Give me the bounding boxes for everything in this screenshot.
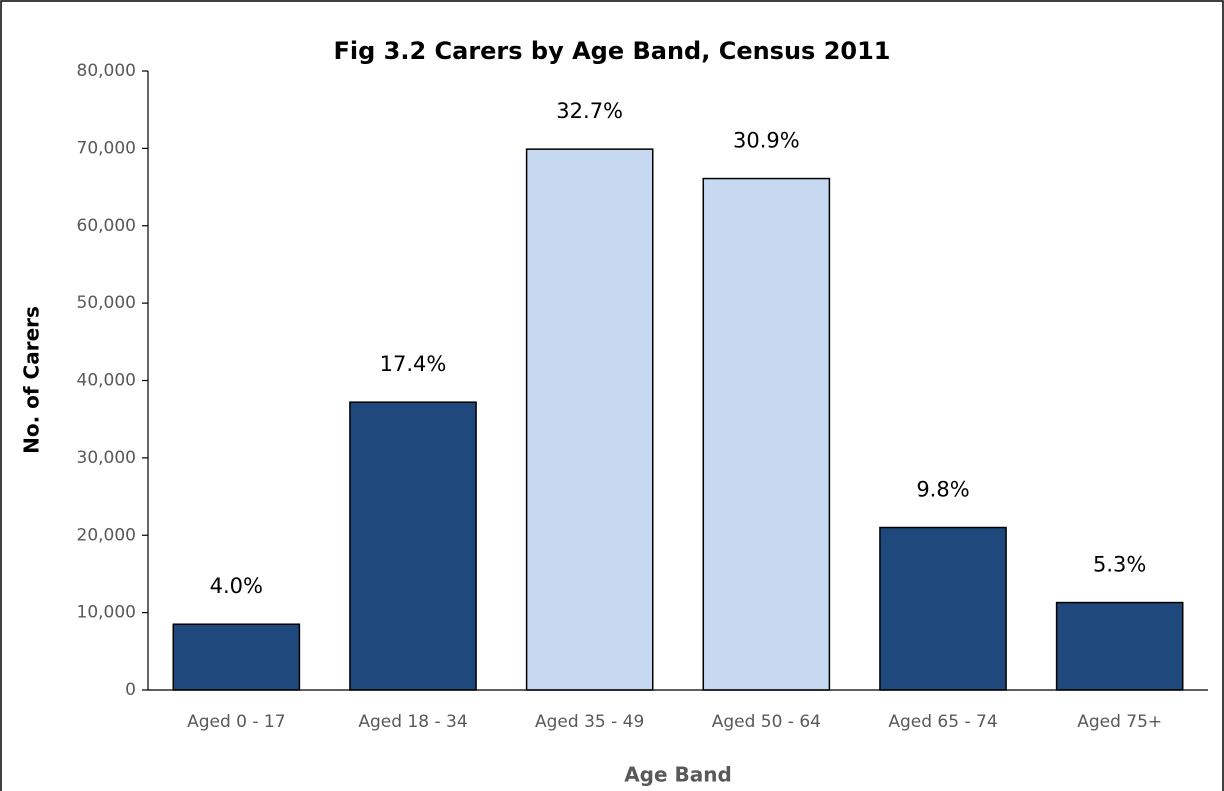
x-tick-label: Aged 18 - 34 xyxy=(358,712,467,732)
data-label: 4.0% xyxy=(210,574,263,598)
data-label: 30.9% xyxy=(733,129,800,153)
x-tick-label: Aged 35 - 49 xyxy=(535,712,644,732)
data-label: 9.8% xyxy=(916,478,969,502)
x-tick-label: Aged 50 - 64 xyxy=(712,712,821,732)
bar xyxy=(879,526,1007,691)
x-tick-label: Aged 0 - 17 xyxy=(187,712,285,732)
data-label: 32.7% xyxy=(556,99,623,123)
data-label: 5.3% xyxy=(1093,553,1146,577)
data-label: 17.4% xyxy=(380,352,447,376)
x-axis-title: Age Band xyxy=(624,763,732,787)
y-tick-label: 40,000 xyxy=(77,371,136,391)
bar xyxy=(525,148,654,691)
x-tick-label: Aged 75+ xyxy=(1077,712,1162,732)
bar xyxy=(702,177,831,691)
bar xyxy=(349,401,477,691)
y-tick-label: 50,000 xyxy=(77,293,136,313)
bar xyxy=(1055,601,1184,691)
y-tick-label: 30,000 xyxy=(77,448,136,468)
y-tick-label: 10,000 xyxy=(77,603,136,623)
y-tick-label: 20,000 xyxy=(77,525,136,545)
y-tick-label: 0 xyxy=(125,680,136,700)
x-tick-label: Aged 65 - 74 xyxy=(888,712,997,732)
chart-title: Fig 3.2 Carers by Age Band, Census 2011 xyxy=(333,37,890,65)
y-tick-label: 80,000 xyxy=(77,61,136,81)
bar xyxy=(172,623,301,691)
y-tick-label: 70,000 xyxy=(77,138,136,158)
y-tick-label: 60,000 xyxy=(77,216,136,236)
y-axis-title: No. of Carers xyxy=(20,306,44,454)
